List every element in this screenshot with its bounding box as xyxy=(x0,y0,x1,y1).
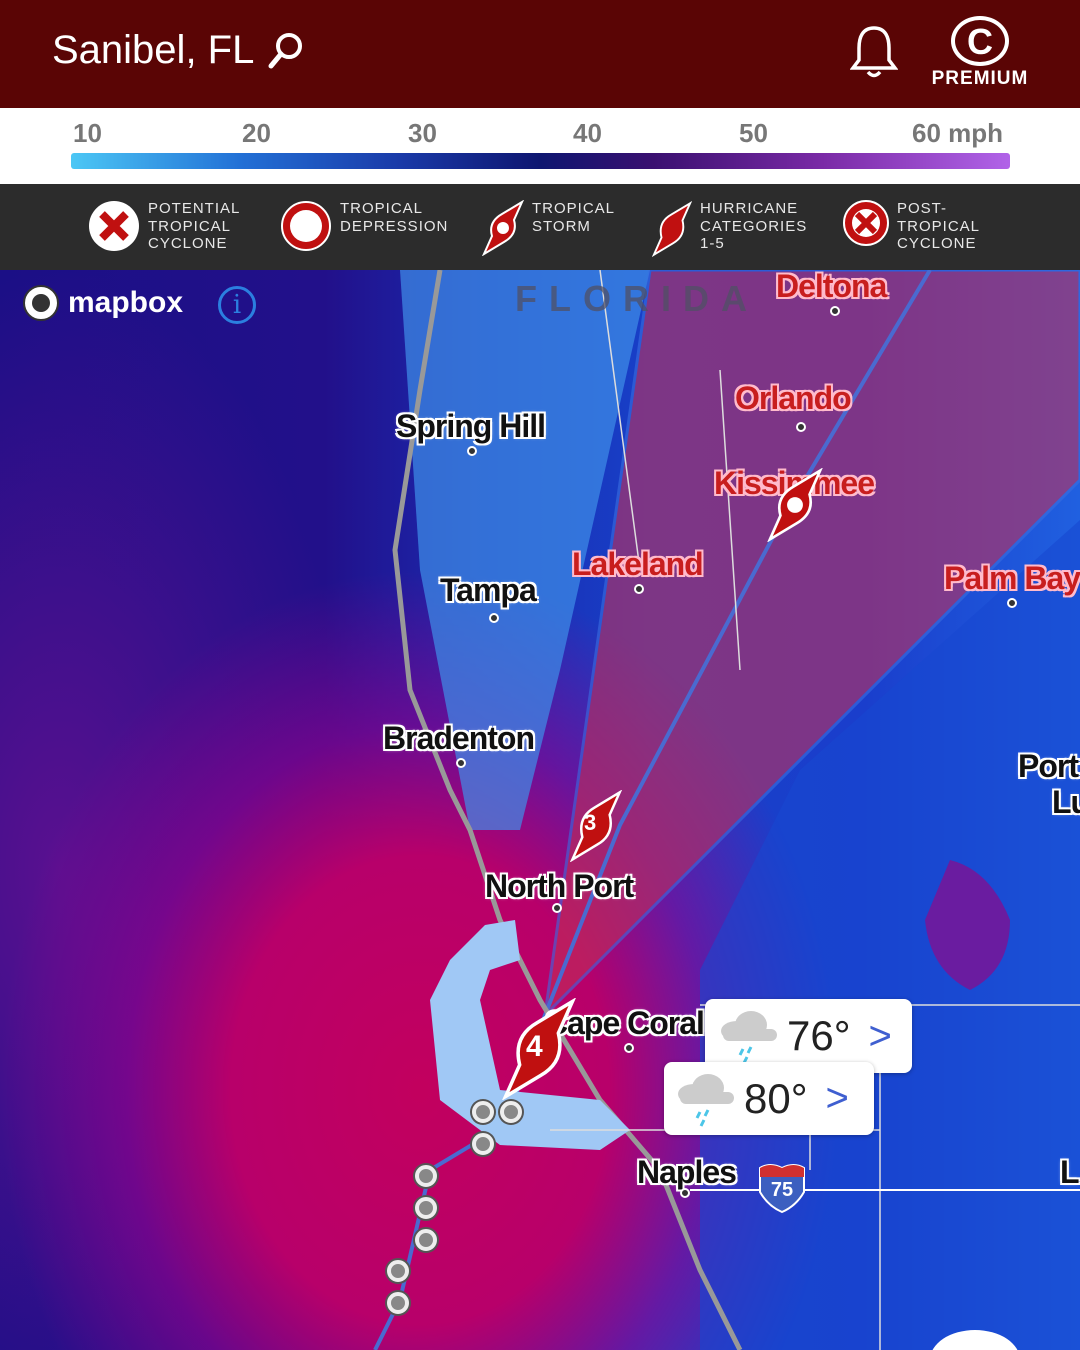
city-dot xyxy=(456,758,466,768)
premium-icon: C xyxy=(951,16,1009,66)
post-tropical-icon xyxy=(843,200,889,246)
scale-tick: 10 xyxy=(73,118,102,148)
coastline xyxy=(392,270,743,1350)
storm-legend: POTENTIAL TROPICAL CYCLONE TROPICAL DEPR… xyxy=(0,184,1080,270)
mapbox-icon xyxy=(23,285,59,321)
city-cape-coral: Cape Coral xyxy=(545,1005,705,1041)
city-lakeland: Lakeland xyxy=(572,546,704,582)
map-overlay xyxy=(373,270,1080,1350)
circle-icon xyxy=(281,201,331,251)
city-dot xyxy=(1007,598,1017,608)
wind-color-bar xyxy=(71,153,1010,169)
city-spring-hill: Spring Hill xyxy=(396,408,546,444)
land-lightblue xyxy=(400,270,650,830)
scale-tick: 30 xyxy=(408,118,437,148)
legend-item: HURRICANE CATEGORIES 1-5 xyxy=(652,200,810,258)
lake-okeechobee xyxy=(925,860,1010,990)
city-edge: L xyxy=(1060,1154,1080,1190)
map-action-button[interactable] xyxy=(930,1330,1020,1350)
weather-card[interactable]: 76° > xyxy=(705,999,912,1073)
city-port-lucie-2: Lu xyxy=(1052,784,1080,820)
interstate-icon xyxy=(759,1164,805,1214)
hurricane-map[interactable]: FLORIDA mapbox i Deltona Orlando Kissimm… xyxy=(0,270,1080,1350)
legend-item: TROPICAL STORM xyxy=(482,200,622,256)
rain-cloud-icon xyxy=(678,1073,734,1127)
state-label: FLORIDA xyxy=(515,278,759,319)
chevron-right-icon: > xyxy=(825,1076,849,1120)
legend-item: POST-TROPICAL CYCLONE xyxy=(843,200,987,253)
wind-swath-lightblue xyxy=(430,920,630,1150)
mapbox-logo: mapbox xyxy=(22,284,183,322)
track-point[interactable] xyxy=(387,1292,409,1314)
city-dot xyxy=(489,613,499,623)
tropical-storm-icon xyxy=(482,200,524,256)
scale-tick: 50 xyxy=(739,118,768,148)
location-search[interactable]: Sanibel, FL xyxy=(52,28,306,73)
city-dot xyxy=(680,1188,690,1198)
city-palm-bay: Palm Bay xyxy=(944,560,1080,596)
forecast-cone xyxy=(542,270,1080,1020)
track-point[interactable] xyxy=(472,1133,494,1155)
scale-tick: 40 xyxy=(573,118,602,148)
city-port-lucie: Port xyxy=(1018,748,1079,784)
city-dot xyxy=(830,306,840,316)
bell-icon[interactable] xyxy=(850,24,898,80)
scale-tick: 60 mph xyxy=(912,118,1004,148)
city-bradenton: Bradenton xyxy=(383,720,535,756)
rain-cloud-icon xyxy=(721,1011,777,1064)
hurricane-marker-cat4[interactable]: 4 xyxy=(496,997,582,1101)
x-circle-icon xyxy=(89,201,139,251)
hurricane-icon xyxy=(652,201,692,257)
track-point[interactable] xyxy=(415,1229,437,1251)
legend-item: TROPICAL DEPRESSION xyxy=(280,200,450,252)
tropical-storm-marker[interactable] xyxy=(765,468,825,542)
hurricane-icon xyxy=(569,789,623,863)
city-orlando: Orlando xyxy=(735,380,852,416)
interstate-shield: 75 xyxy=(756,1162,808,1214)
city-dot xyxy=(624,1043,634,1053)
app-header: Sanibel, FL C PREMIUM xyxy=(0,0,1080,108)
city-dot xyxy=(634,584,644,594)
city-dot xyxy=(552,903,562,913)
chevron-right-icon: > xyxy=(868,1013,892,1058)
premium-button[interactable]: C PREMIUM xyxy=(930,16,1030,90)
search-icon xyxy=(268,32,303,68)
track-point[interactable] xyxy=(500,1101,522,1123)
track-point[interactable] xyxy=(387,1260,409,1282)
weather-card[interactable]: 80° > xyxy=(664,1062,874,1135)
track-point[interactable] xyxy=(415,1165,437,1187)
hurricane-marker-cat3[interactable]: 3 xyxy=(566,789,626,863)
premium-label: PREMIUM xyxy=(931,68,1029,89)
track-point[interactable] xyxy=(415,1197,437,1219)
city-naples: Naples xyxy=(637,1154,737,1190)
scale-tick: 20 xyxy=(242,118,271,148)
info-button[interactable]: i xyxy=(218,286,256,324)
city-dot xyxy=(796,422,806,432)
location-title: Sanibel, FL xyxy=(52,28,255,72)
city-north-port: North Port xyxy=(485,868,634,904)
track-point[interactable] xyxy=(472,1101,494,1123)
wind-scale: 10 20 30 40 50 60 mph xyxy=(0,108,1080,184)
city-deltona: Deltona xyxy=(776,270,887,304)
hurricane-icon xyxy=(501,997,577,1101)
land-east xyxy=(700,520,1080,1350)
city-dot xyxy=(467,446,477,456)
city-tampa: Tampa xyxy=(440,572,537,608)
legend-item: POTENTIAL TROPICAL CYCLONE xyxy=(88,200,248,253)
